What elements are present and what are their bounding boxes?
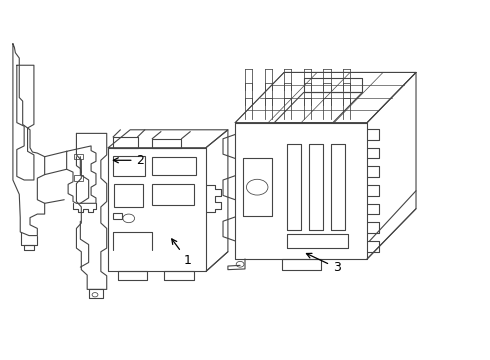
Bar: [152, 157, 196, 175]
Bar: [114, 184, 144, 207]
Bar: [74, 154, 83, 159]
Bar: [152, 184, 194, 205]
Text: 1: 1: [172, 239, 192, 267]
Bar: [113, 213, 122, 220]
Bar: [74, 175, 83, 181]
Text: 3: 3: [306, 253, 341, 274]
Bar: [113, 156, 145, 176]
Text: 2: 2: [113, 154, 145, 167]
